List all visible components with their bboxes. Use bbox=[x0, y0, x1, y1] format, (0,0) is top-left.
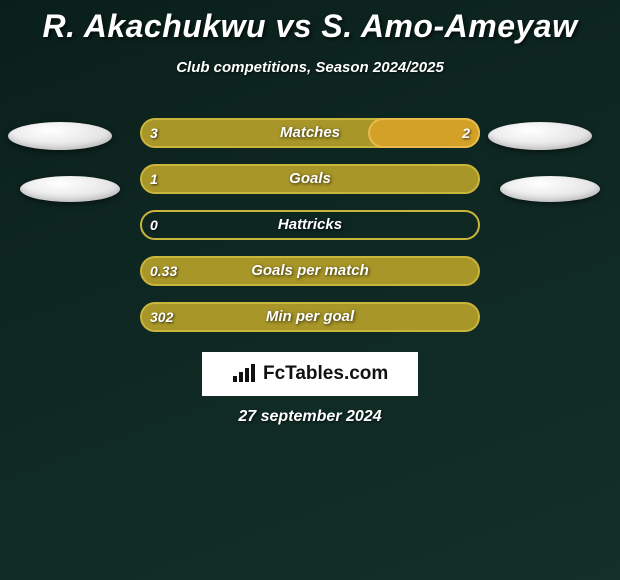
bar-left bbox=[140, 164, 480, 194]
subtitle: Club competitions, Season 2024/2025 bbox=[0, 59, 620, 76]
date-text: 27 september 2024 bbox=[0, 408, 620, 426]
decorative-ellipse bbox=[488, 122, 592, 150]
page-title: R. Akachukwu vs S. Amo-Ameyaw bbox=[0, 0, 620, 45]
bar-track bbox=[140, 210, 480, 240]
logo-box: FcTables.com bbox=[202, 352, 418, 396]
decorative-ellipse bbox=[8, 122, 112, 150]
fctables-logo: FcTables.com bbox=[232, 363, 389, 385]
comparison-chart: Matches32Goals1Hattricks0Goals per match… bbox=[0, 118, 620, 358]
stat-row: Goals per match0.33 bbox=[0, 256, 620, 286]
bar-track bbox=[140, 118, 480, 148]
bar-track bbox=[140, 256, 480, 286]
bar-left bbox=[140, 302, 480, 332]
bar-track bbox=[140, 302, 480, 332]
bar-right bbox=[368, 118, 480, 148]
bar-empty bbox=[140, 210, 480, 240]
bar-track bbox=[140, 164, 480, 194]
logo-text: FcTables.com bbox=[263, 363, 388, 385]
decorative-ellipse bbox=[500, 176, 600, 202]
decorative-ellipse bbox=[20, 176, 120, 202]
chart-bars-icon bbox=[232, 364, 258, 384]
stat-row: Hattricks0 bbox=[0, 210, 620, 240]
stat-row: Min per goal302 bbox=[0, 302, 620, 332]
bar-left bbox=[140, 256, 480, 286]
